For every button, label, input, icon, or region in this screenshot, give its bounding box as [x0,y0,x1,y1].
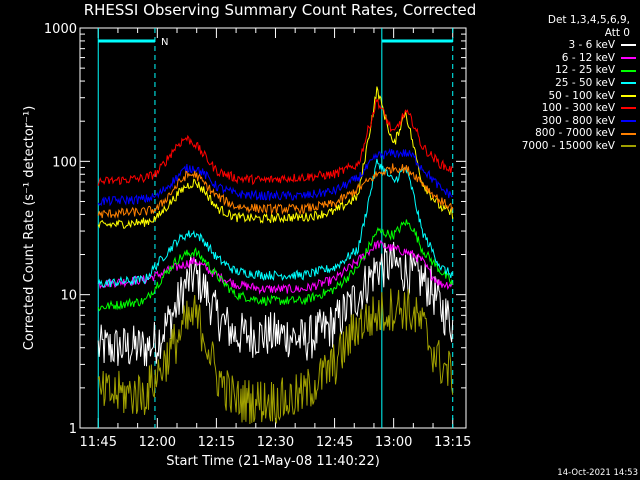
flag-label: N [161,37,168,48]
series-line [97,288,454,425]
y-axis-label: Corrected Count Rate (s⁻¹ detector⁻¹) [22,106,37,351]
legend-header-line-2: Att 0 [604,26,630,39]
legend-header-line-1: Det 1,3,4,5,6,9, [547,14,630,26]
legend-item: 50 - 100 keV [484,90,636,103]
y-tick-label: 100 [52,155,77,170]
series-line [97,219,454,312]
legend-swatch [621,120,636,123]
time-markers: N [97,28,454,428]
plot-axes [79,27,467,429]
series-line [97,158,454,288]
legend-item: 100 - 300 keV [484,102,636,115]
x-tick-label: 12:15 [198,435,235,450]
plot-frame [79,27,467,429]
legend-label: 6 - 12 keV [561,51,615,64]
chart-title: RHESSI Observing Summary Count Rates, Co… [83,1,477,19]
legend-swatch [621,69,636,72]
legend-label: 12 - 25 keV [555,64,615,77]
x-tick-label: 12:45 [316,435,353,450]
legend-item: 12 - 25 keV [484,64,636,77]
legend-item: 7000 - 15000 keV [484,140,636,153]
legend-label: 100 - 300 keV [541,102,615,115]
series-line [97,86,454,229]
legend-item: 3 - 6 keV [484,39,636,52]
x-tick-label: 12:30 [257,435,294,450]
legend-swatch [621,44,636,47]
x-tick-label: 13:15 [434,435,471,450]
series-line [97,97,453,186]
legend-label: 300 - 800 keV [541,114,615,127]
legend-item: 25 - 50 keV [484,77,636,90]
x-tick-label: 11:45 [80,435,117,450]
series-lines [97,86,454,425]
x-axis-label: Start Time (21-May-08 11:40:22) [166,454,380,469]
series-line [97,241,454,367]
legend-label: 7000 - 15000 keV [521,139,615,152]
legend-swatch [621,145,636,148]
y-tick-label: 1000 [44,22,77,37]
legend-swatch [621,132,636,135]
legend-swatch [621,107,636,110]
legend: Det 1,3,4,5,6,9, Att 0 3 - 6 keV 6 - 12 k… [484,14,636,153]
x-tick-label: 13:00 [375,435,412,450]
legend-swatch [621,94,636,97]
legend-item: 6 - 12 keV [484,52,636,65]
axis-labels: 1 10 100 1000 11:45 12:00 12:15 12:30 12:45 13:00… [22,22,471,469]
legend-swatch [621,82,636,85]
legend-item: 800 - 7000 keV [484,127,636,140]
series-line [97,148,453,207]
series-line [97,239,454,295]
legend-label: 800 - 7000 keV [535,127,615,140]
x-tick-label: 12:00 [139,435,176,450]
timestamp: 14-Oct-2021 14:53 [557,468,638,478]
series-line [97,163,454,219]
legend-label: 3 - 6 keV [568,39,615,52]
legend-label: 50 - 100 keV [548,89,615,102]
y-tick-label: 10 [60,289,77,304]
legend-swatch [621,57,636,60]
legend-item: 300 - 800 keV [484,115,636,128]
legend-label: 25 - 50 keV [555,76,615,89]
y-tick-label: 1 [69,422,77,437]
